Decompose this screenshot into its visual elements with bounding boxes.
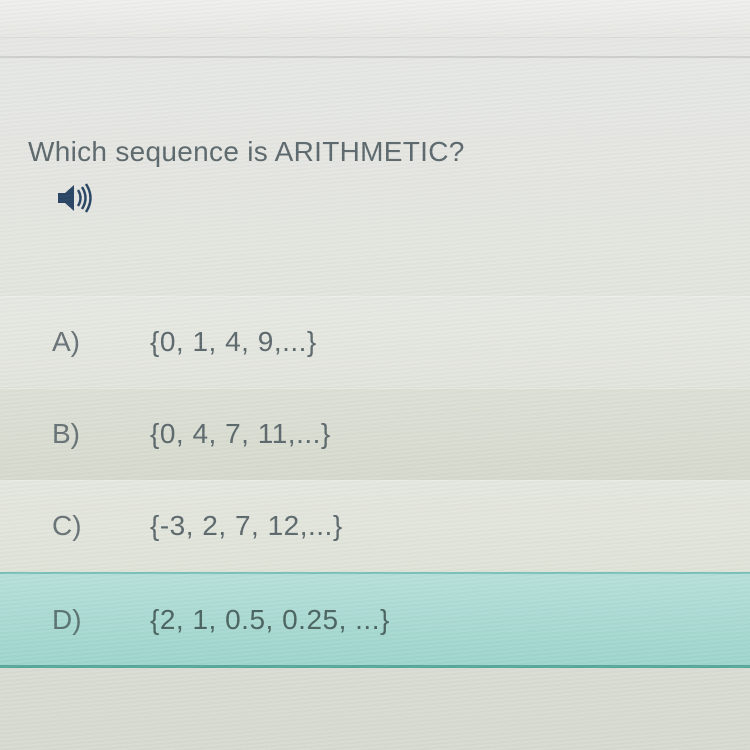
option-text: {0, 4, 7, 11,...} — [150, 418, 331, 450]
option-label: A) — [0, 326, 150, 358]
option-text: {0, 1, 4, 9,...} — [150, 326, 317, 358]
answer-options: A) {0, 1, 4, 9,...} B) {0, 4, 7, 11,...}… — [0, 296, 750, 668]
speaker-icon[interactable] — [56, 182, 722, 214]
option-label: D) — [0, 604, 150, 636]
option-label: C) — [0, 510, 150, 542]
question-block: Which sequence is ARITHMETIC? — [0, 58, 750, 254]
question-text: Which sequence is ARITHMETIC? — [28, 136, 722, 168]
option-a[interactable]: A) {0, 1, 4, 9,...} — [0, 296, 750, 388]
option-label: B) — [0, 418, 150, 450]
option-d-selected[interactable]: D) {2, 1, 0.5, 0.25, ...} — [0, 572, 750, 668]
top-toolbar-fragment — [0, 0, 750, 38]
option-text: {-3, 2, 7, 12,...} — [150, 510, 343, 542]
option-c[interactable]: C) {-3, 2, 7, 12,...} — [0, 480, 750, 572]
option-b[interactable]: B) {0, 4, 7, 11,...} — [0, 388, 750, 480]
option-text: {2, 1, 0.5, 0.25, ...} — [150, 604, 390, 636]
